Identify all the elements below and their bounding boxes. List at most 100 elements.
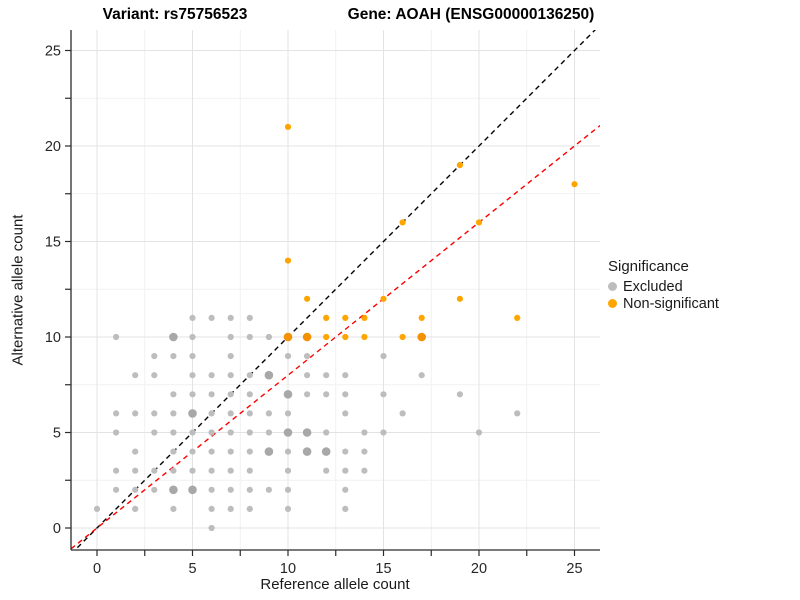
x-tick-label: 0 — [93, 561, 101, 577]
data-point — [265, 333, 272, 341]
data-point — [246, 448, 253, 455]
data-point — [227, 486, 234, 493]
data-point — [227, 448, 234, 455]
data-point — [323, 467, 330, 474]
data-point — [113, 333, 120, 341]
data-point — [514, 410, 521, 417]
data-point — [361, 314, 368, 321]
data-point — [265, 429, 272, 436]
data-point — [361, 448, 368, 455]
data-point — [132, 448, 139, 455]
data-point — [246, 410, 253, 417]
data-point — [227, 391, 234, 398]
data-point — [132, 467, 139, 474]
data-point — [399, 410, 406, 417]
data-point — [151, 429, 158, 436]
x-tick-label: 5 — [188, 561, 196, 577]
data-point — [151, 467, 158, 474]
data-point — [323, 314, 330, 321]
non-significant-dot-icon — [608, 299, 617, 308]
data-point — [514, 314, 521, 321]
data-point — [321, 447, 331, 456]
data-point — [342, 314, 349, 321]
data-point — [342, 372, 349, 379]
data-point — [342, 467, 349, 474]
data-point — [227, 410, 234, 417]
data-point — [227, 429, 234, 436]
data-point — [227, 333, 234, 341]
data-point — [151, 410, 158, 417]
data-point — [380, 353, 387, 360]
series-non-significant — [283, 123, 578, 342]
data-point — [342, 448, 349, 455]
x-axis-title: Reference allele count — [260, 576, 410, 593]
data-point — [323, 333, 330, 341]
data-point — [456, 391, 463, 398]
data-point — [208, 448, 215, 455]
data-point — [323, 391, 330, 398]
data-point — [246, 486, 253, 493]
data-point — [342, 333, 349, 341]
data-point — [188, 485, 197, 495]
data-point — [571, 181, 578, 188]
data-point — [323, 429, 330, 436]
data-point — [264, 370, 274, 380]
data-point — [189, 353, 196, 360]
data-point — [304, 372, 311, 379]
identity-line — [74, 30, 596, 550]
data-point — [302, 428, 312, 437]
legend-item-label: Excluded — [623, 278, 683, 295]
data-point — [170, 429, 177, 436]
data-point — [169, 485, 178, 495]
data-point — [456, 162, 463, 169]
data-point — [417, 332, 427, 342]
data-point — [189, 314, 196, 321]
gene-title: Gene: AOAH (ENSG00000136250) — [347, 6, 595, 23]
data-point — [227, 505, 234, 512]
data-point — [151, 486, 158, 493]
data-point — [246, 429, 253, 436]
data-point — [284, 505, 292, 512]
data-point — [284, 448, 292, 455]
data-point — [304, 295, 311, 302]
data-point — [246, 333, 253, 341]
data-point — [399, 333, 406, 341]
y-tick-label: 0 — [53, 521, 61, 537]
data-point — [208, 372, 215, 379]
data-point — [264, 447, 274, 456]
data-point — [113, 486, 120, 493]
variant-title: Variant: rs75756523 — [102, 6, 248, 23]
data-point — [418, 372, 425, 379]
data-point — [113, 429, 120, 436]
data-point — [189, 429, 196, 436]
data-point — [208, 505, 215, 512]
y-tick-label: 20 — [45, 139, 61, 155]
legend-item-excluded: Excluded — [608, 278, 719, 295]
data-point — [456, 295, 463, 302]
data-point — [284, 353, 292, 360]
x-tick-label: 15 — [375, 561, 391, 577]
data-point — [361, 467, 368, 474]
data-point — [284, 123, 292, 130]
data-point — [304, 353, 311, 360]
data-point — [342, 486, 349, 493]
data-point — [399, 219, 406, 226]
data-point — [342, 410, 349, 417]
data-point — [246, 314, 253, 321]
data-point — [113, 410, 120, 417]
data-point — [208, 391, 215, 398]
data-point — [170, 467, 177, 474]
data-point — [132, 372, 139, 379]
data-point — [208, 314, 215, 321]
data-point — [361, 429, 368, 436]
data-point — [284, 410, 292, 417]
legend-item-non-significant: Non-significant — [608, 295, 719, 312]
data-point — [208, 429, 215, 436]
fit-line — [71, 124, 600, 550]
y-axis-title: Alternative allele count — [9, 214, 27, 366]
data-point — [418, 314, 425, 321]
excluded-dot-icon — [608, 282, 617, 291]
data-point — [380, 391, 387, 398]
legend-item-label: Non-significant — [623, 295, 719, 312]
